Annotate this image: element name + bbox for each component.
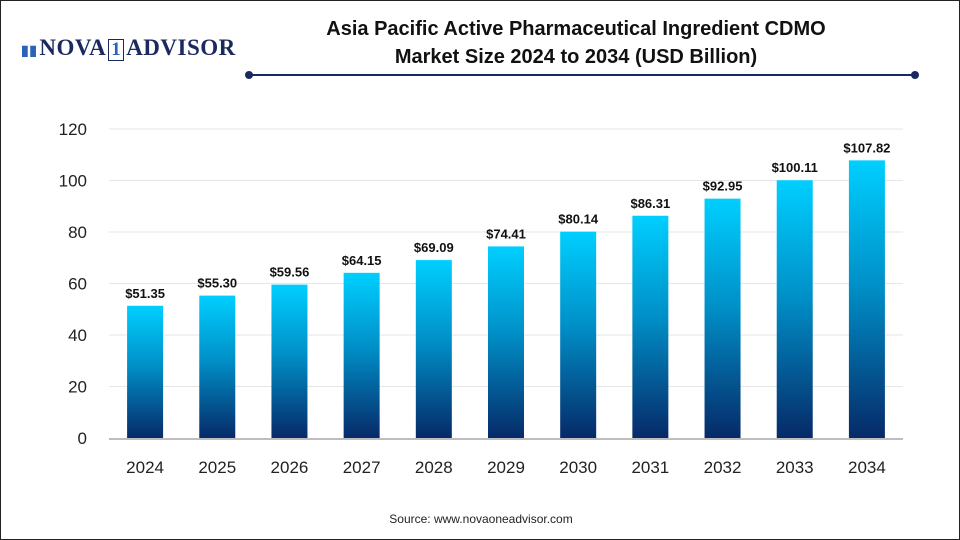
data-label: $86.31 (630, 196, 670, 211)
bar-2027 (343, 272, 380, 438)
y-tick-label: 0 (78, 429, 87, 448)
data-label: $69.09 (414, 240, 454, 255)
divider-dot-left (245, 71, 253, 79)
bar-2026 (271, 284, 308, 438)
y-tick-label: 60 (68, 275, 87, 294)
data-label: $51.35 (125, 286, 165, 301)
title-line-1: Asia Pacific Active Pharmaceutical Ingre… (326, 18, 826, 40)
bar-chart: 0 20 40 60 80 100 120 $51.35 2024 $55.30 2025 $59.5… (59, 120, 903, 477)
y-tick-label: 120 (59, 120, 87, 139)
bar-2028 (415, 260, 452, 438)
data-label: $64.15 (342, 253, 382, 268)
bar-2030 (560, 231, 597, 438)
x-tick-label: 2029 (487, 458, 525, 477)
divider-dot-right (911, 71, 919, 79)
title-line-2: Market Size 2024 to 2034 (USD Billion) (394, 46, 758, 68)
logo-text: NOVA (39, 35, 107, 60)
data-label: $55.30 (197, 276, 237, 291)
bar-2024 (127, 305, 164, 438)
x-tick-label: 2026 (271, 458, 309, 477)
x-tick-label: 2032 (704, 458, 742, 477)
logo-text-end: ADVISOR (126, 35, 236, 60)
x-tick-label: 2033 (776, 458, 814, 477)
x-tick-label: 2034 (848, 458, 886, 477)
bar-2034 (848, 160, 885, 438)
logo-number: 1 (108, 39, 125, 61)
x-tick-label: 2031 (631, 458, 669, 477)
nova-advisor-logo: ▮▮NOVA 1 ADVISOR (21, 35, 236, 61)
x-tick-label: 2028 (415, 458, 453, 477)
x-tick-label: 2027 (343, 458, 381, 477)
title-divider (249, 74, 915, 76)
x-tick-label: 2030 (559, 458, 597, 477)
data-label: $59.56 (270, 265, 310, 280)
bar-2031 (632, 215, 669, 438)
x-tick-label: 2025 (198, 458, 236, 477)
data-label: $80.14 (558, 212, 599, 227)
source-note: Source: www.novaoneadvisor.com (389, 512, 573, 526)
logo-bars-icon: ▮▮ (21, 44, 38, 59)
x-tick-label: 2024 (126, 458, 164, 477)
bar-2029 (488, 246, 524, 438)
data-label: $100.11 (772, 160, 818, 175)
bar-2032 (704, 198, 741, 438)
bar-2025 (199, 295, 236, 438)
bar-2033 (776, 180, 813, 439)
y-tick-label: 100 (59, 172, 87, 191)
data-label: $74.41 (486, 226, 526, 241)
chart-title: Asia Pacific Active Pharmaceutical Ingre… (251, 15, 901, 71)
y-tick-label: 80 (68, 223, 87, 242)
y-tick-label: 20 (68, 378, 87, 397)
y-tick-label: 40 (68, 326, 87, 345)
data-label: $107.82 (843, 140, 890, 155)
data-label: $92.95 (703, 179, 743, 194)
